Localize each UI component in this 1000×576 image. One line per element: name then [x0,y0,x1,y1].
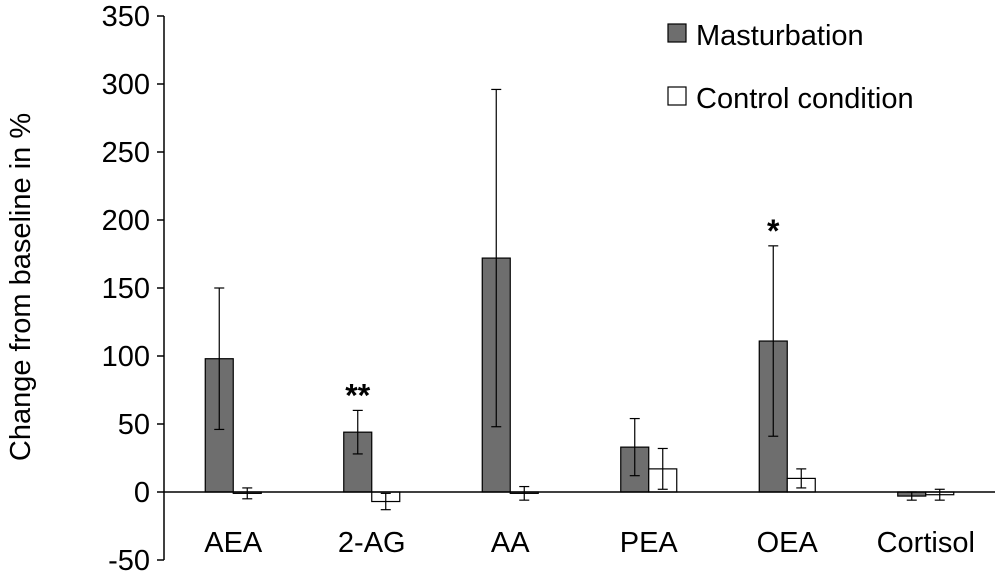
x-tick-label: AA [491,527,530,559]
y-tick-label: 100 [102,341,150,373]
legend-swatch [667,86,687,106]
legend-label: Masturbation [696,20,864,52]
y-tick-label: 150 [102,273,150,305]
significance-marker: * [767,213,780,249]
x-tick-label: Cortisol [877,527,975,559]
x-tick-label: PEA [620,527,679,559]
y-tick-label: 350 [102,1,150,33]
y-tick-label: 50 [118,409,150,441]
y-tick-label: 0 [134,477,150,509]
legend: Masturbation Control condition [667,20,914,115]
x-tick-label: OEA [757,527,819,559]
x-tick-label: 2-AG [338,527,406,559]
y-tick-label: 200 [102,205,150,237]
significance-marker: ** [345,377,370,413]
x-tick-label: AEA [204,527,263,559]
x-axis: AEA 2-AG AA PEA OEA Cortisol [164,491,995,559]
bars: *** [204,88,955,511]
y-axis: -50 0 50 100 150 200 250 300 350 [102,1,165,576]
y-tick-label: 250 [102,137,150,169]
legend-swatch [667,23,687,43]
y-tick-label: 300 [102,69,150,101]
y-tick-label: -50 [108,545,150,576]
legend-label: Control condition [696,83,914,115]
y-axis-label: Change from baseline in % [5,113,37,461]
